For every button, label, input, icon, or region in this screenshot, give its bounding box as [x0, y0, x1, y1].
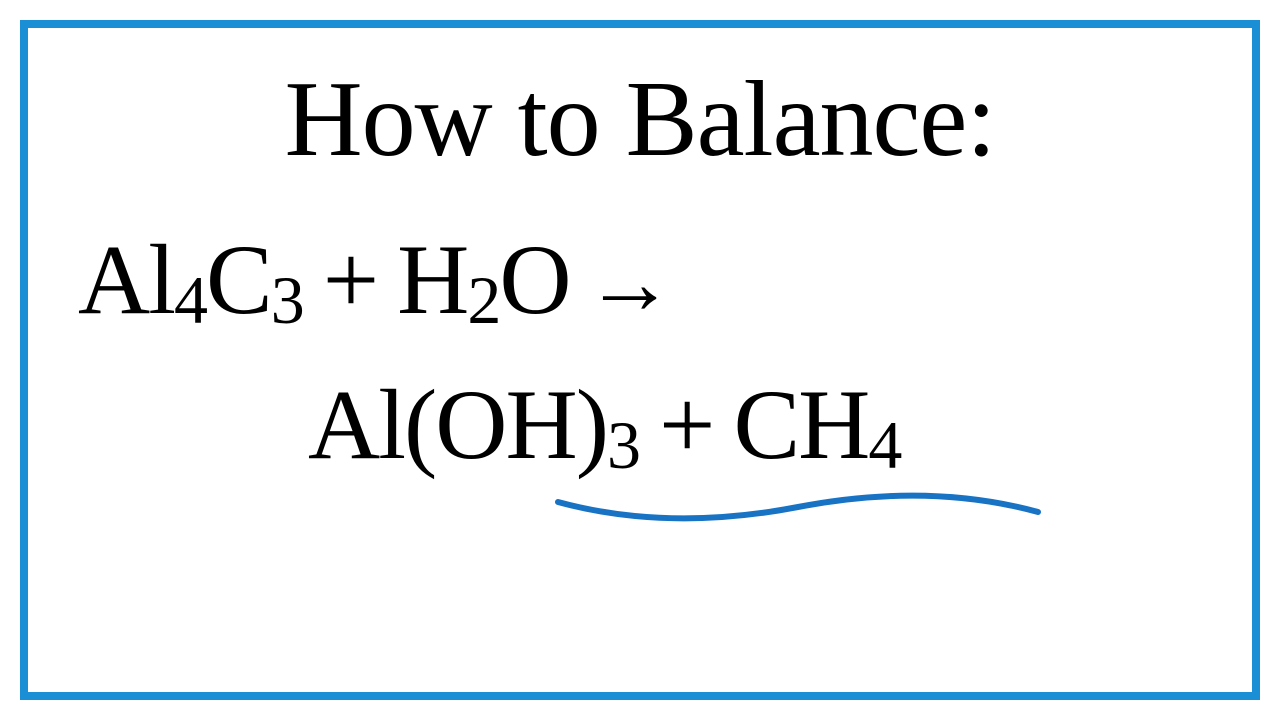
element-symbol: C — [206, 222, 271, 337]
compound-al4c3: Al4C3 — [78, 222, 303, 337]
plus-operator: + — [323, 222, 377, 337]
products-line: Al(OH)3 + CH4 — [78, 367, 1202, 482]
element-symbol: O — [499, 222, 569, 337]
element-symbol: H — [397, 222, 467, 337]
compound-h2o: H2O — [397, 222, 569, 337]
image-frame: How to Balance: Al4C3 + H2O → Al(OH)3 + … — [20, 20, 1260, 700]
reactants-line: Al4C3 + H2O → — [78, 222, 1202, 337]
underline-swoosh — [548, 462, 1048, 542]
subscript: 3 — [271, 261, 303, 340]
title-text: How to Balance: — [78, 58, 1202, 182]
subscript: 4 — [174, 261, 206, 340]
element-symbol: Al — [78, 222, 174, 337]
reaction-arrow: → — [585, 232, 673, 335]
swoosh-path — [558, 496, 1038, 519]
equation-container: Al4C3 + H2O → Al(OH)3 + CH4 — [78, 222, 1202, 482]
subscript: 2 — [467, 261, 499, 340]
